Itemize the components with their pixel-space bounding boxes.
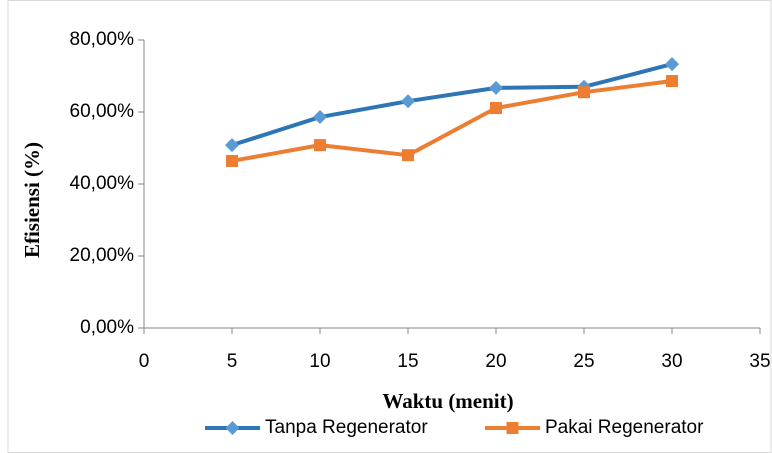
y-tick-label: 60,00%: [70, 101, 135, 122]
data-point: [490, 102, 502, 115]
y-tick-label: 40,00%: [70, 173, 135, 194]
data-point: [665, 57, 679, 72]
series-line: [231, 62, 673, 148]
data-point: [402, 149, 414, 162]
data-point: [226, 154, 238, 167]
legend-label: Tanpa Regenerator: [265, 417, 428, 438]
legend-marker: [225, 421, 240, 435]
legend-marker: [506, 422, 519, 434]
data-point: [666, 75, 678, 88]
x-tick-label: 15: [397, 351, 418, 372]
data-point: [314, 139, 326, 152]
x-tick-label: 20: [485, 351, 506, 372]
x-tick-label: 35: [749, 351, 770, 372]
data-point: [489, 80, 503, 95]
series-line: [231, 79, 673, 163]
y-tick-label: 0,00%: [80, 317, 134, 338]
legend-label: Pakai Regenerator: [545, 417, 704, 438]
data-point: [401, 94, 415, 109]
y-axis-title: Efisiensi (%): [20, 142, 44, 258]
x-tick-label: 30: [661, 351, 682, 372]
x-axis-title: Waktu (menit): [382, 389, 513, 413]
x-tick-label: 25: [573, 351, 594, 372]
data-point: [225, 138, 239, 153]
data-point: [313, 110, 327, 125]
x-tick-label: 10: [309, 351, 330, 372]
data-point: [578, 86, 590, 99]
x-tick-label: 5: [227, 351, 238, 372]
y-tick-label: 80,00%: [70, 29, 135, 50]
y-tick-label: 20,00%: [70, 245, 135, 266]
x-tick-label: 0: [139, 351, 150, 372]
